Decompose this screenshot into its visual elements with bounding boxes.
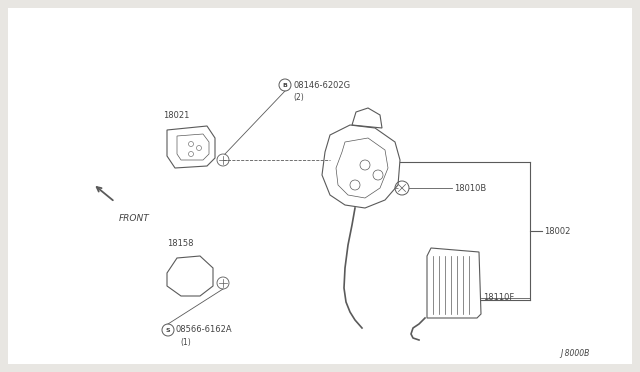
Text: 08146-6202G: 08146-6202G xyxy=(293,80,350,90)
Text: 18002: 18002 xyxy=(544,227,570,235)
Text: FRONT: FRONT xyxy=(119,214,150,223)
Text: (1): (1) xyxy=(180,339,191,347)
Text: 18021: 18021 xyxy=(163,111,189,120)
Text: J 8000B: J 8000B xyxy=(561,349,590,358)
Text: 18010B: 18010B xyxy=(454,183,486,192)
Text: S: S xyxy=(166,327,170,333)
Text: (2): (2) xyxy=(293,93,304,102)
Text: 18110F: 18110F xyxy=(483,294,515,302)
Text: 08566-6162A: 08566-6162A xyxy=(176,326,232,334)
FancyBboxPatch shape xyxy=(8,8,632,364)
Text: 18158: 18158 xyxy=(167,239,193,248)
Text: B: B xyxy=(283,83,287,87)
